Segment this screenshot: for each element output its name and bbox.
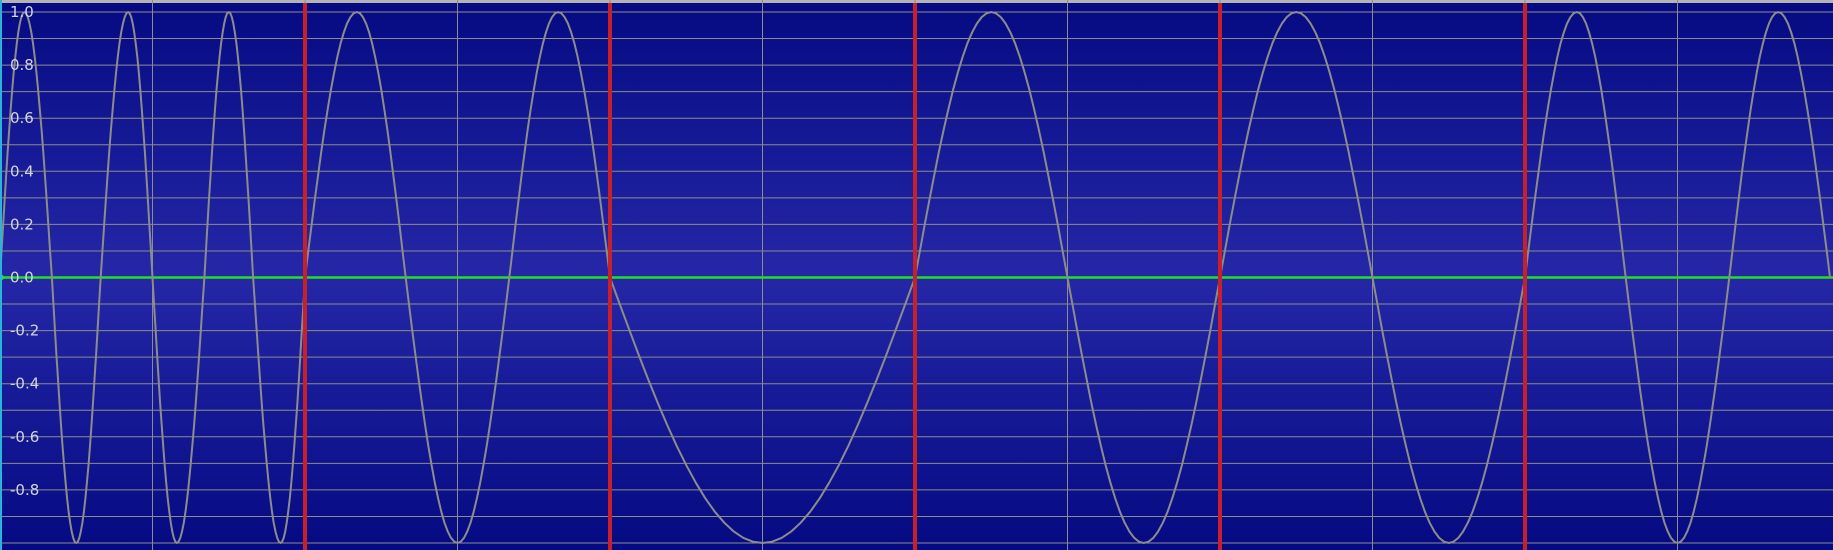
series-layer bbox=[0, 11, 1831, 544]
segment-marker-4[interactable] bbox=[1218, 3, 1222, 550]
y-tick-label: -0.4 bbox=[10, 375, 39, 393]
segment-marker-3[interactable] bbox=[913, 3, 917, 550]
y-tick-label: -0.2 bbox=[10, 322, 39, 340]
segment-marker-1[interactable] bbox=[303, 3, 307, 550]
y-tick-labels: 1.0 0.8 0.6 0.4 0.2 0.0 -0.2 -0.4 -0.6 -0.8 bbox=[10, 3, 39, 499]
y-tick-label: 0.8 bbox=[10, 56, 34, 74]
y-tick-label: -0.8 bbox=[10, 481, 39, 499]
marker-layer[interactable] bbox=[303, 3, 1527, 550]
segment-marker-5[interactable] bbox=[1523, 3, 1527, 550]
y-tick-label: 0.6 bbox=[10, 109, 34, 127]
y-tick-label: -0.6 bbox=[10, 428, 39, 446]
y-tick-label: 0.4 bbox=[10, 162, 34, 180]
y-tick-label: 0.2 bbox=[10, 215, 34, 233]
top-border bbox=[0, 0, 1833, 3]
segment-marker-2[interactable] bbox=[608, 3, 612, 550]
series-line-0 bbox=[0, 11, 1831, 544]
y-tick-label: 1.0 bbox=[10, 3, 34, 21]
y-tick-label: 0.0 bbox=[10, 269, 34, 287]
left-edge-ruler bbox=[0, 0, 2, 550]
